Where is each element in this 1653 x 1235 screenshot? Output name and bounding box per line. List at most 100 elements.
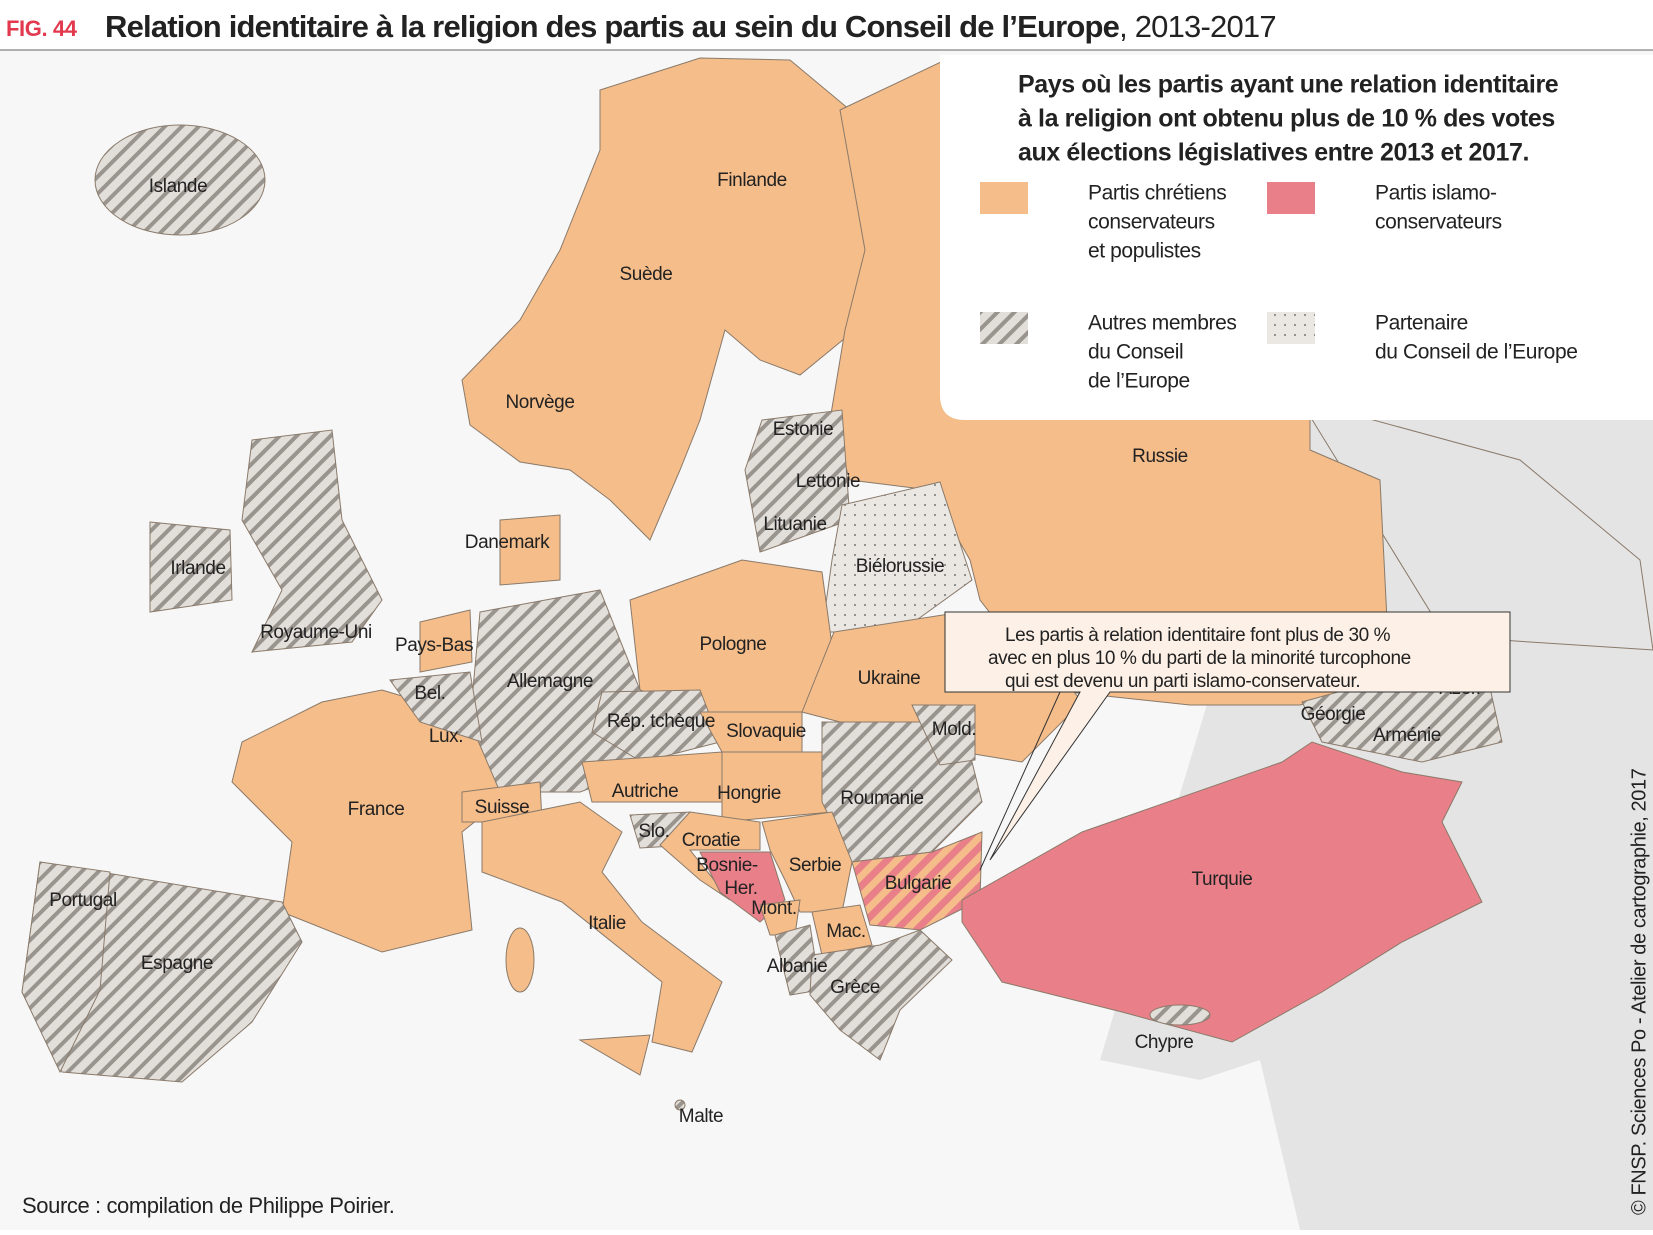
country bbox=[389, 671, 483, 743]
island bbox=[505, 927, 535, 993]
label: Russie bbox=[1132, 446, 1188, 467]
legend-swatch bbox=[1267, 312, 1315, 344]
country bbox=[481, 801, 723, 1053]
country bbox=[911, 704, 976, 766]
label: France bbox=[348, 799, 405, 820]
island bbox=[1149, 1004, 1211, 1026]
legend-box bbox=[940, 55, 1653, 420]
label: Pologne bbox=[700, 634, 767, 655]
label: Ukraine bbox=[858, 668, 921, 689]
legend-title: aux élections législatives entre 2013 et… bbox=[1018, 139, 1529, 167]
legend-label: du Conseil bbox=[1088, 341, 1183, 364]
fig-number: FIG. 44 bbox=[6, 16, 78, 41]
label: Lux. bbox=[429, 726, 463, 747]
label: Lettonie bbox=[796, 471, 860, 492]
label: Rép. tchèque bbox=[607, 711, 715, 732]
label: Slovaquie bbox=[726, 721, 806, 742]
credit: © FNSP. Sciences Po - Atelier de cartogr… bbox=[1628, 768, 1650, 1215]
label: Mont. bbox=[751, 898, 797, 919]
label: Estonie bbox=[773, 419, 834, 440]
label: Portugal bbox=[49, 890, 117, 911]
country bbox=[149, 521, 233, 613]
label: Bosnie- bbox=[696, 855, 758, 876]
legend-label: Partis islamo- bbox=[1375, 182, 1497, 205]
label: Hongrie bbox=[717, 783, 781, 804]
legend-items: Pays où les partis ayant une relation id… bbox=[980, 71, 1578, 393]
legend-label: Partis chrétiens bbox=[1088, 182, 1226, 205]
country bbox=[21, 861, 111, 1074]
legend-swatch bbox=[980, 312, 1028, 344]
label: Mold. bbox=[932, 719, 976, 740]
label: Chypre bbox=[1135, 1032, 1194, 1053]
island bbox=[578, 1034, 651, 1076]
label: Bel. bbox=[414, 683, 445, 704]
label: Mac. bbox=[826, 921, 866, 942]
country bbox=[659, 811, 761, 901]
country bbox=[811, 904, 873, 956]
title-main: Relation identitaire à la religion des p… bbox=[105, 9, 1120, 44]
legend-label: de l’Europe bbox=[1088, 370, 1190, 393]
header: FIG. 44 Relation identitaire à la religi… bbox=[0, 0, 1653, 51]
legend: Pays où les partis ayant une relation id… bbox=[940, 55, 1653, 420]
annotation-line: qui est devenu un parti islamo-conservat… bbox=[1005, 671, 1360, 692]
title: Relation identitaire à la religion des p… bbox=[105, 9, 1276, 44]
legend-label: et populistes bbox=[1088, 240, 1201, 263]
legend-label: conservateurs bbox=[1088, 211, 1215, 234]
legend-label: Autres membres bbox=[1088, 312, 1236, 335]
country bbox=[94, 124, 266, 236]
label: Bulgarie bbox=[885, 873, 952, 894]
annotation: Les partis à relation identitaire font p… bbox=[944, 611, 1511, 871]
label: Royaume-Uni bbox=[260, 622, 372, 643]
label: Slo. bbox=[638, 821, 669, 842]
label: Lituanie bbox=[763, 514, 826, 535]
label: Autriche bbox=[612, 781, 679, 802]
title-years: , 2013-2017 bbox=[1119, 9, 1276, 44]
callout-line bbox=[979, 691, 1061, 871]
label: Danemark bbox=[465, 532, 550, 553]
country-labels: Islande Finlande Suède Norvège Estonie L… bbox=[49, 170, 1481, 1127]
label: Italie bbox=[588, 913, 626, 934]
label: Roumanie bbox=[840, 788, 923, 809]
legend-title: à la religion ont obtenu plus de 10 % de… bbox=[1018, 105, 1555, 133]
label: Suisse bbox=[475, 797, 530, 818]
map bbox=[21, 57, 1653, 1230]
label: Pays-Bas bbox=[395, 635, 473, 656]
label: Islande bbox=[149, 176, 207, 197]
source: Source : compilation de Philippe Poirier… bbox=[22, 1193, 394, 1218]
label: Biélorussie bbox=[856, 556, 945, 577]
legend-swatch bbox=[1267, 182, 1315, 214]
label: Albanie bbox=[767, 956, 828, 977]
annotation-line: Les partis à relation identitaire font p… bbox=[1005, 625, 1391, 646]
country bbox=[744, 409, 851, 553]
label: Grèce bbox=[830, 977, 880, 998]
label: Suède bbox=[620, 264, 673, 285]
label: Espagne bbox=[141, 953, 213, 974]
callout-box bbox=[944, 611, 1511, 861]
legend-label: du Conseil de l’Europe bbox=[1375, 341, 1578, 364]
annotation-line: avec en plus 10 % du parti de la minorit… bbox=[988, 648, 1411, 669]
country bbox=[499, 514, 561, 586]
country bbox=[591, 689, 721, 763]
island bbox=[674, 1099, 686, 1111]
label: Serbie bbox=[789, 855, 842, 876]
country bbox=[419, 609, 473, 673]
legend-title: Pays où les partis ayant une relation id… bbox=[1018, 71, 1559, 99]
header-bg bbox=[0, 0, 1653, 50]
label: Malte bbox=[679, 1106, 723, 1127]
label: Finlande bbox=[717, 170, 787, 191]
legend-swatch bbox=[980, 182, 1028, 214]
country bbox=[809, 929, 953, 1061]
label: Croatie bbox=[682, 830, 740, 851]
country bbox=[961, 741, 1483, 1043]
country bbox=[241, 429, 383, 653]
label: Géorgie bbox=[1301, 704, 1366, 725]
legend-label: conservateurs bbox=[1375, 211, 1502, 234]
label: Norvège bbox=[505, 392, 574, 413]
label: Arménie bbox=[1373, 725, 1441, 746]
label: Allemagne bbox=[507, 671, 593, 692]
label: Irlande bbox=[170, 558, 225, 579]
label: Turquie bbox=[1192, 869, 1253, 890]
label: Her. bbox=[724, 878, 757, 899]
legend-label: Partenaire bbox=[1375, 312, 1468, 335]
